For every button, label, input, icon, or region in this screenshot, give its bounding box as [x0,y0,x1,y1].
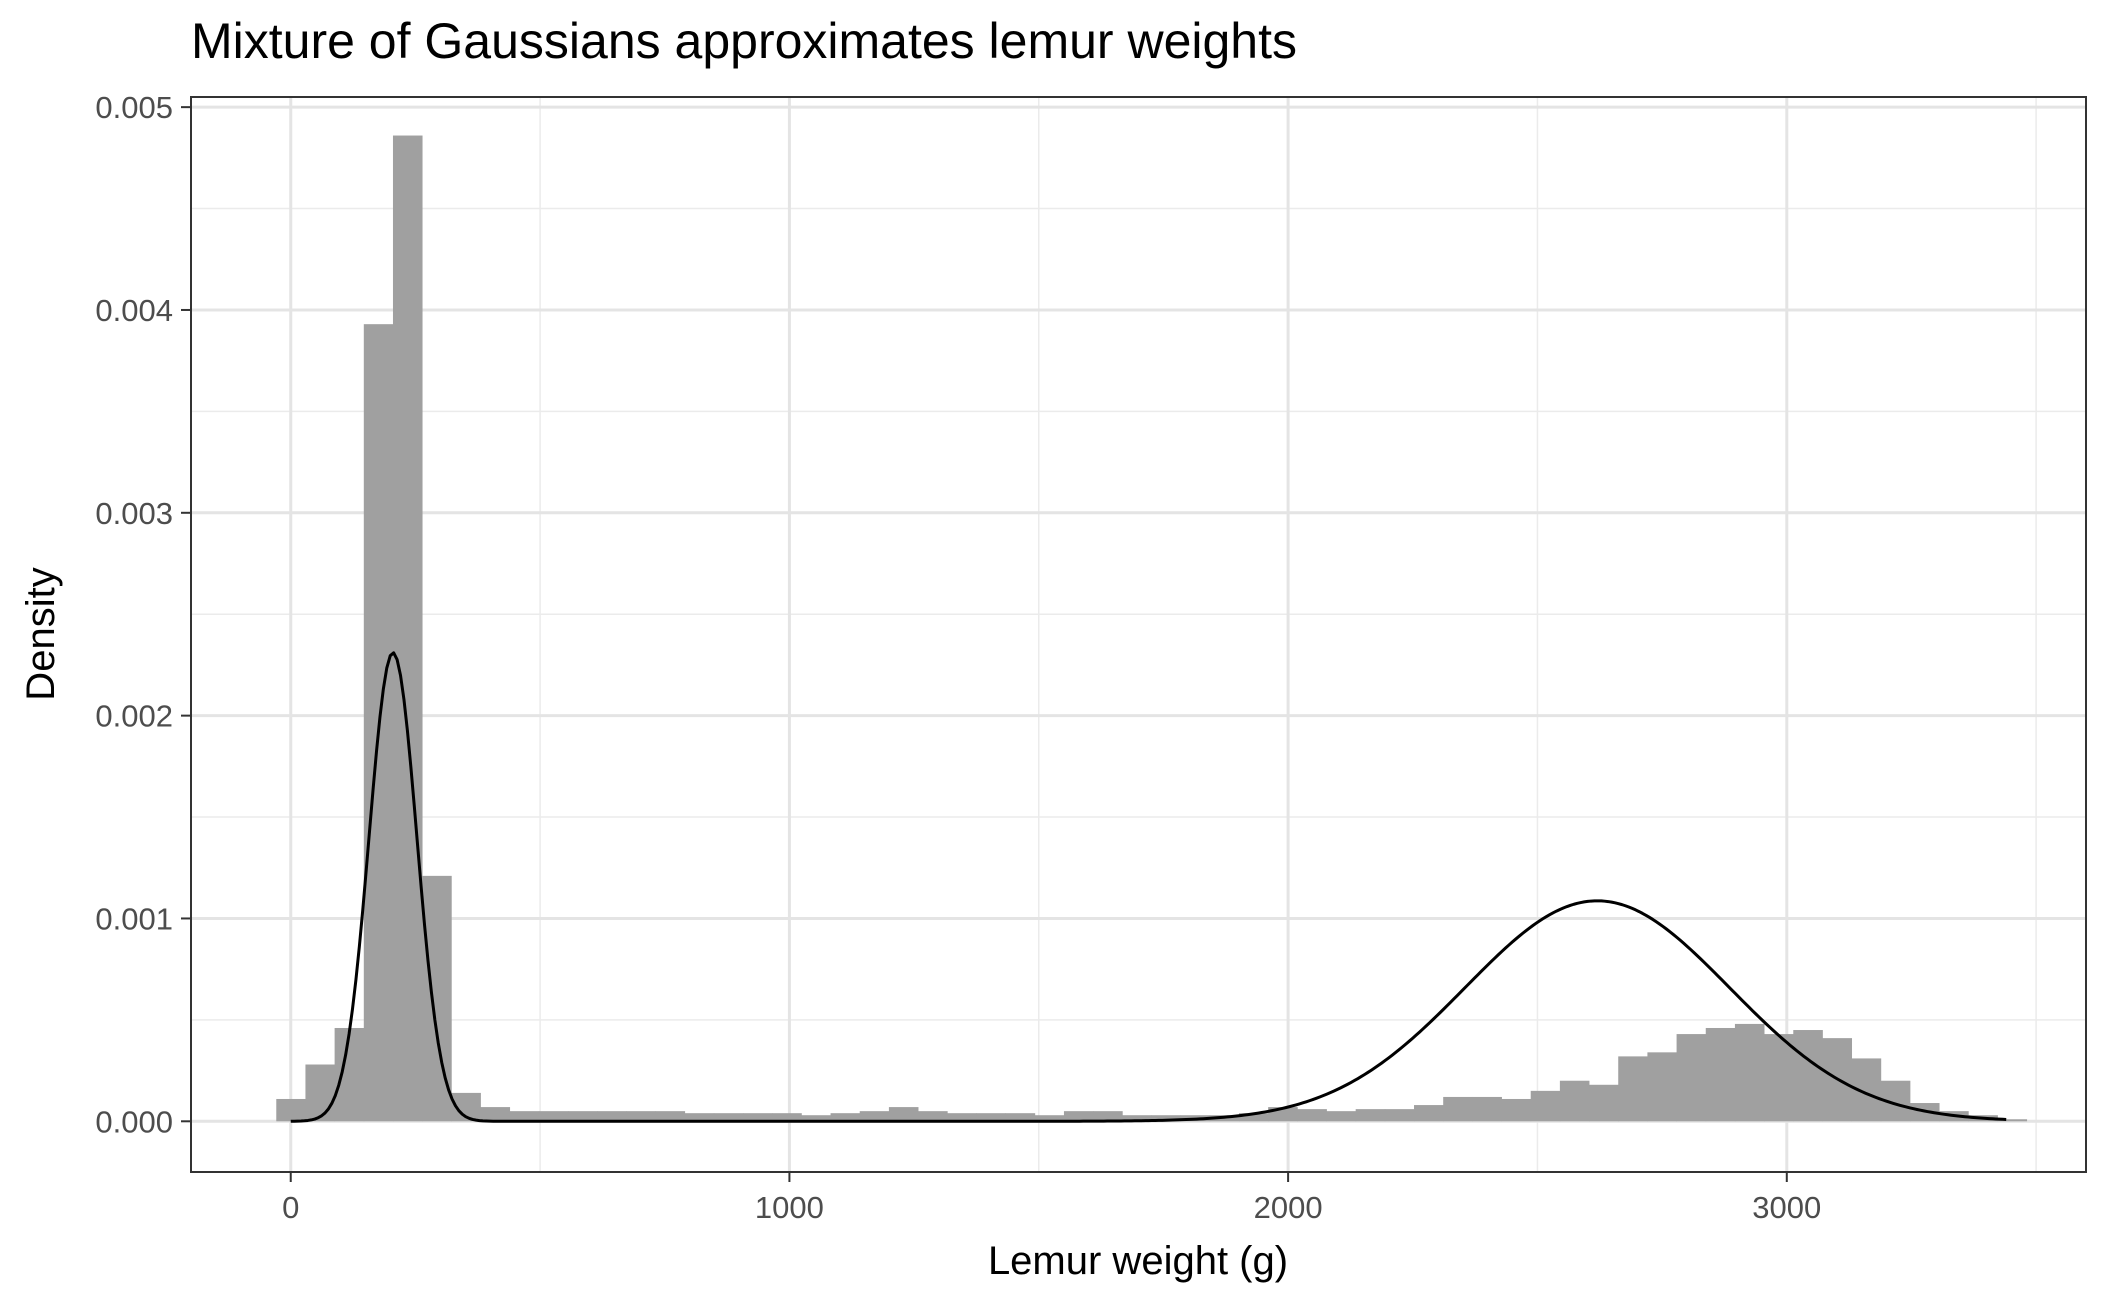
histogram-bar-37 [1355,1109,1386,1122]
mixture-density-curve-0 [290,651,2007,1123]
histogram-bar-29 [1122,1115,1152,1122]
chart-title: Mixture of Gaussians approximates lemur … [191,13,1297,69]
histogram-bar-42 [1501,1098,1532,1122]
histogram-bar-19 [830,1113,861,1122]
histogram-bar-12 [626,1111,656,1122]
histogram-bar-43 [1530,1090,1561,1122]
histogram-bar-40 [1443,1096,1473,1122]
x-tick-label-0: 0 [282,1190,299,1225]
plot-panel-border [190,96,2087,1173]
histogram-bar-59 [1997,1119,2028,1122]
y-tick-label-0: 0.000 [95,1104,173,1139]
y-tick-label-3: 0.003 [95,496,173,531]
histogram-bar-44 [1559,1080,1590,1122]
histogram-bar-0 [276,1098,306,1122]
histogram-bar-23 [947,1113,977,1122]
y-axis-tick-labels: 0.000 0.001 0.002 0.003 0.004 0.005 [95,90,173,1139]
grid-minor [191,97,2086,1172]
histogram-bar-17 [772,1113,802,1122]
histogram-bar-45 [1589,1084,1619,1122]
x-tick-label-3: 3000 [1752,1190,1821,1225]
histogram-bar-15 [713,1113,744,1122]
histogram-bar-9 [538,1111,569,1122]
histogram-bar-38 [1384,1109,1415,1122]
x-axis-label: Lemur weight (g) [988,1239,1288,1283]
histogram-bar-41 [1472,1096,1502,1122]
histogram-bar-10 [568,1111,598,1122]
histogram-bar-33 [1238,1113,1269,1122]
y-tick-label-2: 0.002 [95,699,173,734]
histogram-bar-21 [888,1107,919,1122]
histogram-bar-22 [918,1111,948,1122]
histogram-bar-28 [1093,1111,1123,1122]
histogram-bar-13 [655,1111,686,1122]
histogram-bar-20 [859,1111,890,1122]
plot-panel-background [191,97,2086,1172]
histogram-bar-30 [1151,1115,1182,1122]
histogram-bar-50 [1734,1023,1765,1122]
histogram-bar-47 [1647,1052,1677,1122]
histogram-bar-52 [1793,1030,1823,1122]
histogram-bars [276,135,2028,1122]
mixture-density-curve-layer [290,651,2007,1123]
histogram-bar-8 [509,1111,540,1122]
histogram-bar-14 [684,1113,715,1122]
histogram-bar-26 [1034,1115,1065,1122]
x-tick-label-2: 2000 [1254,1190,1323,1225]
histogram-bar-2 [334,1027,365,1122]
histogram-bar-18 [801,1115,831,1122]
axis-ticks [181,106,1788,1182]
histogram-bar-25 [1005,1113,1036,1122]
histogram-bar-39 [1414,1105,1444,1122]
histogram-bar-4 [392,135,423,1122]
histogram-bar-51 [1764,1034,1794,1122]
y-tick-label-5: 0.005 [95,90,173,125]
histogram-bar-7 [480,1107,511,1122]
y-tick-label-4: 0.004 [95,293,173,328]
histogram-bar-35 [1297,1109,1327,1122]
y-tick-label-1: 0.001 [95,901,173,936]
histogram-bar-36 [1326,1111,1357,1122]
x-axis-tick-labels: 0 1000 2000 3000 [282,1190,1821,1225]
histogram-bar-11 [597,1111,627,1122]
histogram-bar-48 [1676,1034,1707,1122]
histogram-bar-27 [1063,1111,1094,1122]
histogram-bar-1 [305,1064,336,1122]
histogram-bar-24 [976,1113,1007,1122]
y-axis-label: Density [19,567,63,700]
histogram-bar-16 [743,1113,773,1122]
histogram-bar-46 [1618,1056,1648,1122]
x-tick-label-1: 1000 [755,1190,824,1225]
histogram-bar-49 [1705,1027,1736,1122]
